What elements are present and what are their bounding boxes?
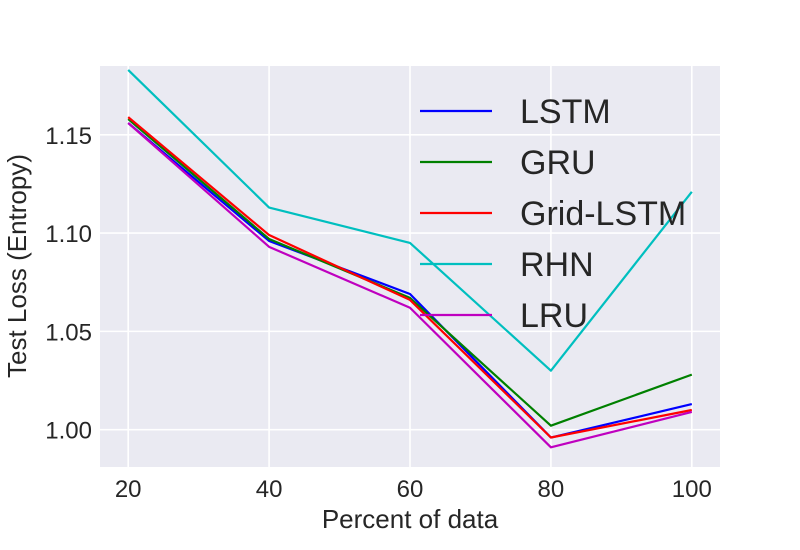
y-tick-label: 1.15 <box>45 123 92 150</box>
legend-label-gru: GRU <box>520 144 596 182</box>
x-tick-label: 20 <box>115 476 142 503</box>
x-tick-label: 100 <box>672 476 712 503</box>
y-axis-ticks: 1.00 1.05 1.10 1.15 <box>45 123 92 445</box>
series-lines <box>127 69 693 449</box>
x-axis-title: Percent of data <box>322 504 499 534</box>
series-line-rhn <box>127 69 693 372</box>
x-tick-label: 80 <box>538 476 565 503</box>
series-line-lstm <box>127 122 693 439</box>
series-line-lru <box>127 122 693 449</box>
legend-label-grid-lstm: Grid-LSTM <box>520 195 686 233</box>
grid-lines <box>100 66 720 467</box>
x-tick-label: 40 <box>256 476 283 503</box>
legend-label-rhn: RHN <box>520 246 594 284</box>
legend-label-lru: LRU <box>520 297 588 335</box>
series-line-grid-lstm <box>127 116 693 439</box>
x-axis-ticks: 20 40 60 80 100 <box>115 476 712 503</box>
y-tick-label: 1.10 <box>45 221 92 248</box>
series-line-gru <box>127 118 693 427</box>
legend: LSTM GRU Grid-LSTM RHN LRU <box>420 93 686 335</box>
legend-label-lstm: LSTM <box>520 93 611 131</box>
y-axis-title: Test Loss (Entropy) <box>2 154 32 378</box>
x-tick-label: 60 <box>397 476 424 503</box>
y-tick-label: 1.00 <box>45 418 92 445</box>
y-tick-label: 1.05 <box>45 319 92 346</box>
